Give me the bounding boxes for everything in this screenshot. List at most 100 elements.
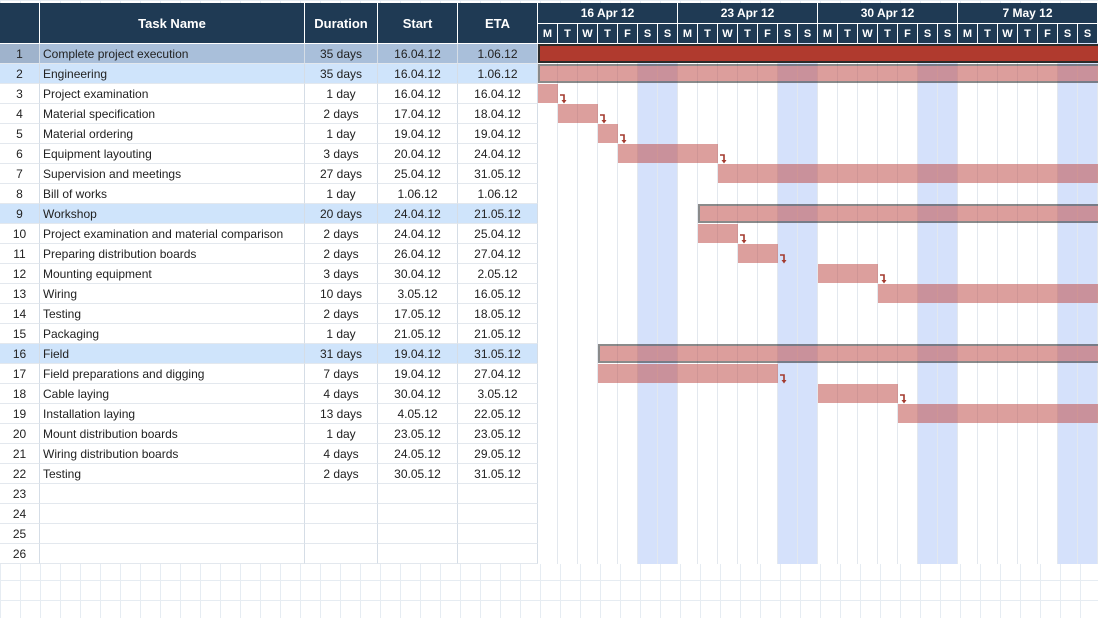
table-row[interactable]: 3 Project examination 1 day 16.04.12 16.04.1… (0, 84, 538, 104)
eta-cell[interactable]: 27.04.12 (458, 364, 538, 384)
eta-cell[interactable]: 23.05.12 (458, 424, 538, 444)
task-name-cell[interactable]: Cable laying (40, 384, 305, 404)
duration-cell[interactable]: 1 day (305, 124, 378, 144)
start-cell[interactable]: 30.04.12 (378, 384, 458, 404)
table-row[interactable]: 17 Field preparations and digging 7 days 19… (0, 364, 538, 384)
task-name-cell[interactable]: Wiring (40, 284, 305, 304)
start-cell[interactable]: 20.04.12 (378, 144, 458, 164)
start-cell[interactable] (378, 504, 458, 524)
eta-cell[interactable]: 18.05.12 (458, 304, 538, 324)
summary-bar[interactable] (598, 344, 1098, 363)
duration-cell[interactable] (305, 544, 378, 564)
task-name-cell[interactable]: Testing (40, 304, 305, 324)
row-number[interactable]: 9 (0, 204, 40, 224)
start-cell[interactable] (378, 484, 458, 504)
eta-cell[interactable] (458, 524, 538, 544)
row-number[interactable]: 12 (0, 264, 40, 284)
eta-cell[interactable]: 24.04.12 (458, 144, 538, 164)
duration-cell[interactable]: 3 days (305, 144, 378, 164)
duration-cell[interactable]: 35 days (305, 44, 378, 64)
duration-cell[interactable]: 4 days (305, 384, 378, 404)
task-name-cell[interactable] (40, 544, 305, 564)
table-row[interactable]: 21 Wiring distribution boards 4 days 24.05.… (0, 444, 538, 464)
table-row[interactable]: 4 Material specification 2 days 17.04.12 18.… (0, 104, 538, 124)
table-row[interactable]: 16 Field 31 days 19.04.12 31.05.12 (0, 344, 538, 364)
duration-cell[interactable]: 10 days (305, 284, 378, 304)
task-name-cell[interactable]: Engineering (40, 64, 305, 84)
table-row[interactable]: 24 (0, 504, 538, 524)
task-bar[interactable] (538, 84, 558, 103)
eta-cell[interactable]: 27.04.12 (458, 244, 538, 264)
row-number[interactable]: 22 (0, 464, 40, 484)
eta-cell[interactable]: 31.05.12 (458, 344, 538, 364)
start-cell[interactable]: 3.05.12 (378, 284, 458, 304)
start-cell[interactable]: 1.06.12 (378, 184, 458, 204)
start-cell[interactable]: 30.04.12 (378, 264, 458, 284)
task-bar[interactable] (598, 124, 618, 143)
task-name-cell[interactable]: Project examination (40, 84, 305, 104)
table-row[interactable]: 22 Testing 2 days 30.05.12 31.05.12 (0, 464, 538, 484)
start-cell[interactable] (378, 524, 458, 544)
task-name-cell[interactable]: Mounting equipment (40, 264, 305, 284)
row-number[interactable]: 18 (0, 384, 40, 404)
eta-cell[interactable]: 21.05.12 (458, 204, 538, 224)
eta-cell[interactable]: 16.05.12 (458, 284, 538, 304)
header-row-number[interactable] (0, 3, 40, 43)
start-cell[interactable]: 16.04.12 (378, 44, 458, 64)
table-row[interactable]: 9 Workshop 20 days 24.04.12 21.05.12 (0, 204, 538, 224)
task-name-cell[interactable]: Material specification (40, 104, 305, 124)
table-row[interactable]: 12 Mounting equipment 3 days 30.04.12 2.05.1… (0, 264, 538, 284)
eta-cell[interactable]: 2.05.12 (458, 264, 538, 284)
row-number[interactable]: 11 (0, 244, 40, 264)
task-name-cell[interactable]: Bill of works (40, 184, 305, 204)
eta-cell[interactable]: 16.04.12 (458, 84, 538, 104)
duration-cell[interactable]: 20 days (305, 204, 378, 224)
start-cell[interactable]: 17.05.12 (378, 304, 458, 324)
task-name-cell[interactable]: Field (40, 344, 305, 364)
start-cell[interactable]: 17.04.12 (378, 104, 458, 124)
eta-cell[interactable] (458, 504, 538, 524)
row-number[interactable]: 17 (0, 364, 40, 384)
table-row[interactable]: 18 Cable laying 4 days 30.04.12 3.05.12 (0, 384, 538, 404)
duration-cell[interactable]: 2 days (305, 104, 378, 124)
start-cell[interactable]: 26.04.12 (378, 244, 458, 264)
row-number[interactable]: 8 (0, 184, 40, 204)
table-row[interactable]: 5 Material ordering 1 day 19.04.12 19.04.12 (0, 124, 538, 144)
table-row[interactable]: 15 Packaging 1 day 21.05.12 21.05.12 (0, 324, 538, 344)
duration-cell[interactable]: 31 days (305, 344, 378, 364)
table-row[interactable]: 8 Bill of works 1 day 1.06.12 1.06.12 (0, 184, 538, 204)
task-name-cell[interactable]: Equipment layouting (40, 144, 305, 164)
header-start[interactable]: Start (378, 3, 458, 43)
eta-cell[interactable]: 18.04.12 (458, 104, 538, 124)
duration-cell[interactable]: 2 days (305, 464, 378, 484)
summary-bar[interactable] (698, 204, 1098, 223)
table-row[interactable]: 13 Wiring 10 days 3.05.12 16.05.12 (0, 284, 538, 304)
start-cell[interactable]: 21.05.12 (378, 324, 458, 344)
task-bar[interactable] (878, 284, 1098, 303)
start-cell[interactable]: 16.04.12 (378, 64, 458, 84)
row-number[interactable]: 19 (0, 404, 40, 424)
start-cell[interactable]: 4.05.12 (378, 404, 458, 424)
table-row[interactable]: 20 Mount distribution boards 1 day 23.05.12… (0, 424, 538, 444)
row-number[interactable]: 6 (0, 144, 40, 164)
duration-cell[interactable] (305, 484, 378, 504)
task-name-cell[interactable]: Preparing distribution boards (40, 244, 305, 264)
table-row[interactable]: 25 (0, 524, 538, 544)
duration-cell[interactable]: 3 days (305, 264, 378, 284)
row-number[interactable]: 4 (0, 104, 40, 124)
table-row[interactable]: 6 Equipment layouting 3 days 20.04.12 24.04.… (0, 144, 538, 164)
table-row[interactable]: 7 Supervision and meetings 27 days 25.04.12… (0, 164, 538, 184)
start-cell[interactable]: 30.05.12 (378, 464, 458, 484)
row-number[interactable]: 1 (0, 44, 40, 64)
task-bar[interactable] (738, 244, 778, 263)
summary-bar[interactable] (538, 64, 1098, 83)
task-name-cell[interactable]: Supervision and meetings (40, 164, 305, 184)
row-number[interactable]: 5 (0, 124, 40, 144)
table-row[interactable]: 19 Installation laying 13 days 4.05.12 22.05… (0, 404, 538, 424)
eta-cell[interactable]: 25.04.12 (458, 224, 538, 244)
eta-cell[interactable]: 29.05.12 (458, 444, 538, 464)
task-name-cell[interactable]: Project examination and material compari… (40, 224, 305, 244)
eta-cell[interactable]: 1.06.12 (458, 64, 538, 84)
start-cell[interactable]: 19.04.12 (378, 124, 458, 144)
start-cell[interactable] (378, 544, 458, 564)
